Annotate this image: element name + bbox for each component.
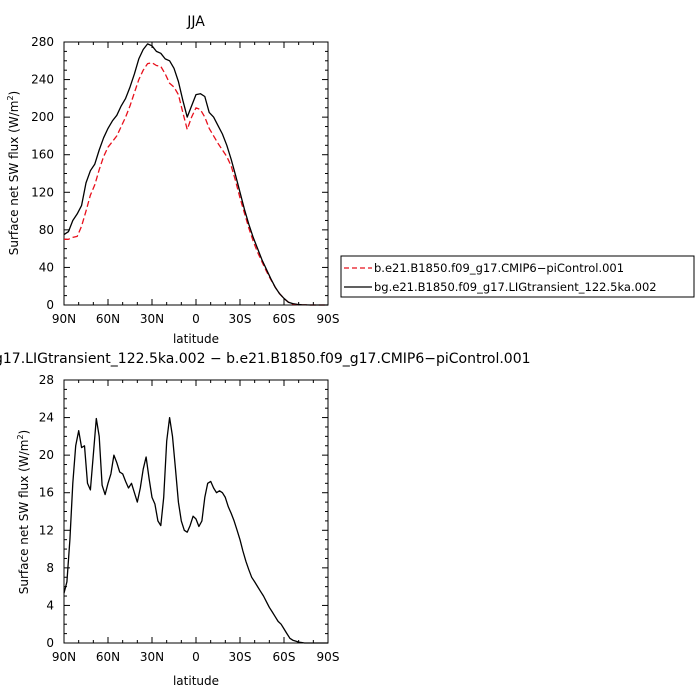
legend-label-picontrol: b.e21.B1850.f09_g17.CMIP6−piControl.001 — [374, 261, 624, 275]
top-y-tick-label: 240 — [31, 73, 54, 87]
top-series-line-0 — [64, 62, 328, 306]
bottom-x-tick-label: 30S — [229, 650, 252, 664]
top-y-tick-label: 40 — [39, 260, 54, 274]
legend: b.e21.B1850.f09_g17.CMIP6−piControl.001 … — [340, 255, 695, 298]
bottom-y-tick-label: 16 — [39, 486, 54, 500]
top-y-tick-label: 80 — [39, 223, 54, 237]
top-y-tick-label: 200 — [31, 110, 54, 124]
top-y-tick-label: 0 — [46, 298, 54, 312]
top-y-tick-label: 280 — [31, 35, 54, 49]
bottom-panel-ticks: 90N 60N 30N 0 30S 60S 90S 0 4 8 12 16 20 24 28 — [39, 373, 340, 664]
top-panel-y-axis-label: Surface net SW flux (W/m2) — [6, 91, 21, 255]
bottom-y-tick-label: 12 — [39, 523, 54, 537]
bottom-y-tick-label: 8 — [46, 561, 54, 575]
bottom-x-tick-label: 60N — [96, 650, 120, 664]
top-y-tick-label: 120 — [31, 185, 54, 199]
bottom-panel-x-axis-label: latitude — [173, 674, 219, 688]
legend-box — [340, 255, 695, 298]
top-x-tick-label: 0 — [192, 312, 200, 326]
top-x-tick-label: 30S — [229, 312, 252, 326]
bottom-x-tick-label: 30N — [140, 650, 164, 664]
bottom-y-tick-label: 4 — [46, 598, 54, 612]
bottom-panel-title: bg.e21.B1850.f09_g17.LIGtransient_122.5k… — [0, 351, 531, 367]
top-x-tick-label: 30N — [140, 312, 164, 326]
bottom-plot-frame — [63, 379, 329, 644]
legend-label-ligtransient: bg.e21.B1850.f09_g17.LIGtransient_122.5k… — [374, 280, 657, 294]
top-panel-absolute-flux: JJA 90N 60N 30N 0 30S 60S 90S 0 40 80 120 160 200 240… — [6, 14, 339, 346]
top-plot-frame — [63, 41, 329, 306]
top-panel-title: JJA — [186, 14, 205, 30]
bottom-x-tick-label: 60S — [273, 650, 296, 664]
top-x-tick-label: 60S — [273, 312, 296, 326]
bottom-y-tick-label: 0 — [46, 636, 54, 650]
bottom-y-tick-label: 24 — [39, 411, 54, 425]
bottom-panel-difference: bg.e21.B1850.f09_g17.LIGtransient_122.5k… — [0, 351, 531, 688]
top-series-line-1 — [63, 43, 328, 306]
top-panel-x-axis-label: latitude — [173, 332, 219, 346]
bottom-panel-y-axis-label: Surface net SW flux (W/m2) — [16, 430, 31, 594]
bottom-series-line-0 — [63, 416, 328, 644]
bottom-panel-series — [63, 416, 328, 644]
top-y-tick-label: 160 — [31, 148, 54, 162]
top-x-tick-label: 90S — [317, 312, 340, 326]
top-x-tick-label: 60N — [96, 312, 120, 326]
bottom-y-tick-label: 20 — [39, 448, 54, 462]
bottom-x-tick-label: 90S — [317, 650, 340, 664]
bottom-x-tick-label: 90N — [52, 650, 76, 664]
top-x-tick-label: 90N — [52, 312, 76, 326]
top-panel-ticks: 90N 60N 30N 0 30S 60S 90S 0 40 80 120 160 200 240 280 — [31, 35, 339, 326]
bottom-x-tick-label: 0 — [192, 650, 200, 664]
top-panel-series — [63, 43, 328, 306]
bottom-y-tick-label: 28 — [39, 373, 54, 387]
